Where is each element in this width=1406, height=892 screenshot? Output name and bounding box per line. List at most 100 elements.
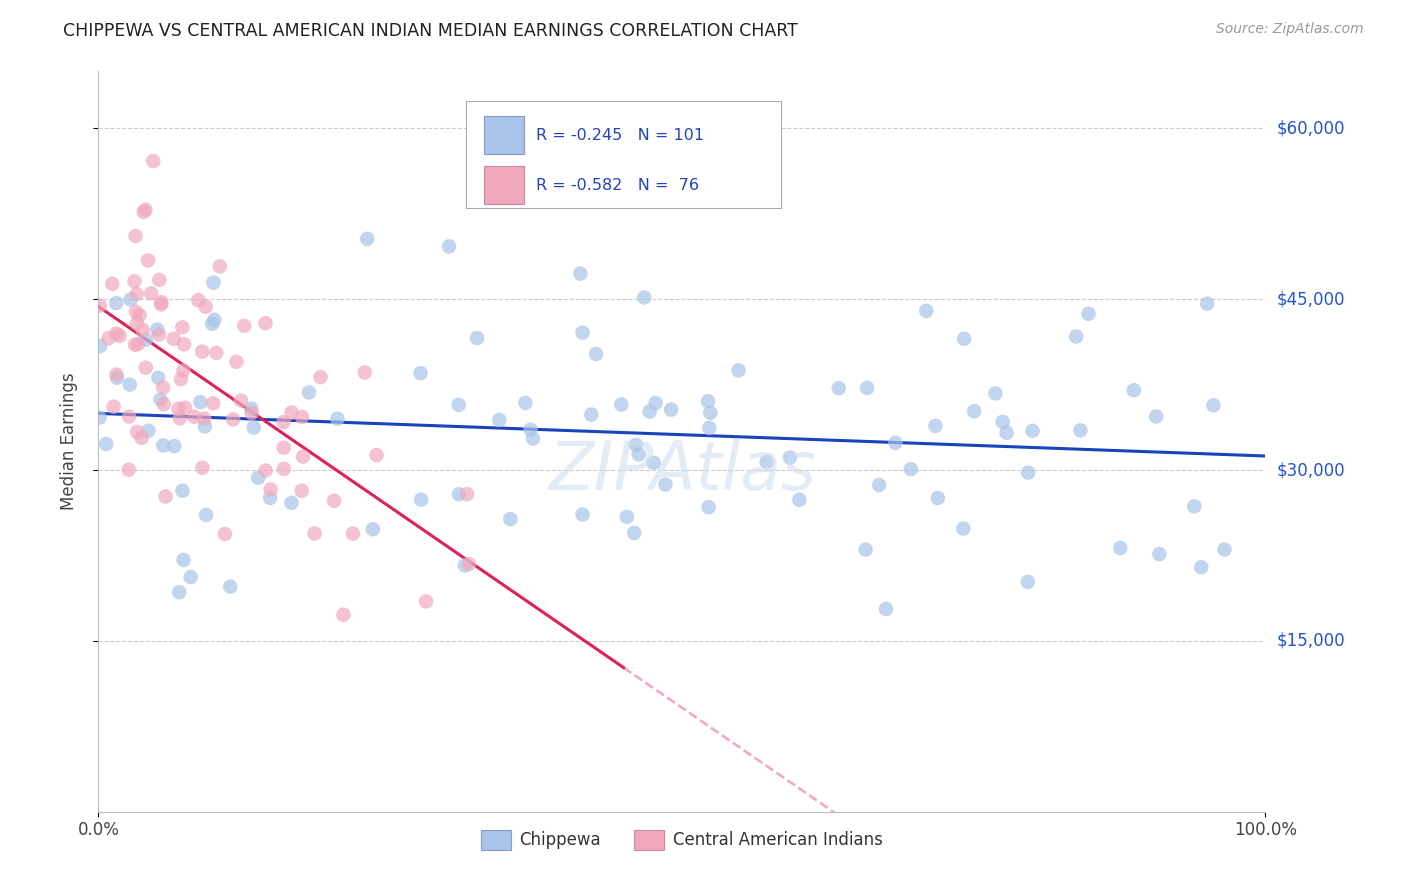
Point (148, 370, 170, 384)
Point (260, 483, 283, 497)
Point (855, 542, 877, 557)
Point (172, 320, 194, 334)
Point (519, 423, 541, 437)
Point (243, 420, 266, 434)
Point (195, 508, 218, 522)
Point (499, 512, 522, 526)
Point (127, 337, 149, 351)
Point (105, 368, 128, 382)
Point (924, 418, 946, 433)
Point (456, 487, 478, 501)
Point (571, 326, 593, 340)
Point (222, 412, 245, 426)
Point (125, 425, 148, 439)
Point (172, 363, 194, 377)
Point (411, 492, 433, 507)
Point (465, 331, 488, 345)
Point (187, 293, 209, 307)
Point (135, 333, 157, 347)
Point (89, 410, 111, 425)
Point (183, 409, 205, 424)
Point (163, 439, 186, 453)
Point (148, 327, 170, 342)
Point (1021, 424, 1043, 438)
Point (163, 332, 186, 346)
Point (134, 202, 156, 217)
Point (755, 455, 778, 469)
Point (298, 385, 321, 400)
Point (1064, 329, 1087, 343)
Point (101, 277, 124, 291)
Point (1017, 574, 1039, 589)
Point (995, 425, 1018, 440)
Point (105, 296, 128, 310)
Point (353, 366, 375, 380)
Point (97, 331, 120, 345)
Point (638, 404, 661, 418)
Point (697, 500, 720, 515)
FancyBboxPatch shape (484, 166, 524, 204)
Point (208, 260, 231, 274)
Point (247, 471, 270, 485)
Point (659, 402, 682, 417)
Point (828, 381, 851, 395)
Point (118, 463, 141, 477)
Point (152, 438, 174, 452)
Point (291, 483, 314, 498)
Point (569, 267, 592, 281)
Point (190, 395, 212, 409)
Point (415, 594, 437, 608)
Point (125, 287, 148, 301)
Point (875, 602, 897, 616)
Point (167, 401, 190, 416)
Point (128, 308, 150, 322)
Point (135, 360, 157, 375)
Point (571, 508, 593, 522)
Point (172, 483, 194, 498)
Point (963, 404, 986, 418)
Point (457, 557, 479, 571)
Point (103, 400, 125, 414)
Point (585, 347, 607, 361)
Point (915, 303, 938, 318)
Text: $60,000: $60,000 (1277, 120, 1346, 137)
Point (138, 424, 160, 438)
Text: $45,000: $45,000 (1277, 290, 1346, 308)
Point (136, 253, 159, 268)
Point (240, 401, 263, 416)
Point (96, 437, 118, 451)
Point (779, 450, 801, 465)
Point (309, 370, 332, 384)
Legend: Chippewa, Central American Indians: Chippewa, Central American Indians (474, 823, 890, 856)
Point (1202, 398, 1225, 412)
Point (868, 478, 890, 492)
Point (254, 463, 277, 477)
FancyBboxPatch shape (465, 101, 782, 209)
Text: ZIPAtlas: ZIPAtlas (548, 438, 815, 504)
Point (254, 316, 277, 330)
Point (124, 338, 146, 352)
Point (146, 323, 169, 337)
Point (522, 432, 544, 446)
Point (447, 487, 470, 501)
Point (233, 318, 256, 333)
Point (699, 406, 721, 420)
Point (201, 317, 224, 331)
Point (148, 273, 170, 287)
Point (194, 419, 217, 434)
Point (627, 447, 650, 461)
Point (952, 522, 974, 536)
Point (1182, 500, 1205, 514)
Point (1122, 383, 1144, 397)
Text: R = -0.582   N =  76: R = -0.582 N = 76 (536, 178, 699, 193)
Point (170, 372, 193, 386)
Text: Source: ZipAtlas.com: Source: ZipAtlas.com (1216, 22, 1364, 37)
Point (273, 441, 295, 455)
Point (174, 401, 197, 415)
Point (131, 431, 153, 445)
Point (515, 396, 537, 410)
Point (125, 317, 148, 331)
Text: CHIPPEWA VS CENTRAL AMERICAN INDIAN MEDIAN EARNINGS CORRELATION CHART: CHIPPEWA VS CENTRAL AMERICAN INDIAN MEDI… (63, 22, 799, 40)
Point (1077, 307, 1099, 321)
Point (124, 274, 146, 288)
